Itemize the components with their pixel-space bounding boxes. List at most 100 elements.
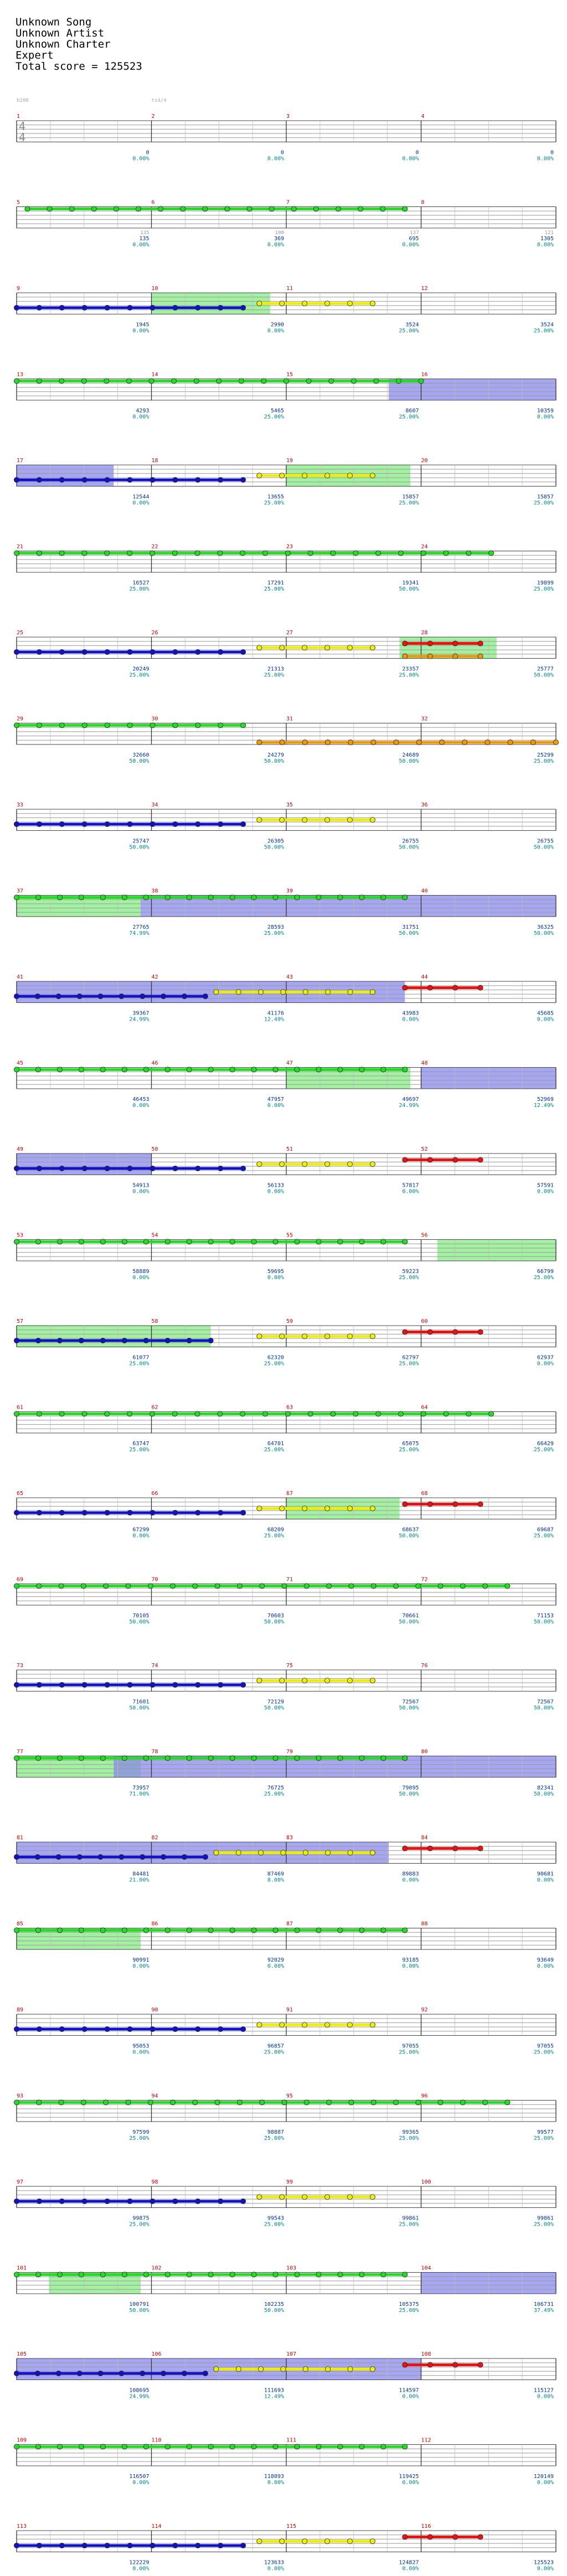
note-gem-blue [195, 1165, 201, 1171]
measure-score: 5465 [271, 408, 284, 414]
measure-number: 47 [286, 1061, 293, 1067]
measure-score: 15857 [537, 494, 554, 500]
note-gem-blue [164, 1337, 171, 1343]
note-gem-yellow [369, 1333, 375, 1339]
measure-percent: 25.00% [399, 500, 419, 506]
note-gem-green [398, 550, 404, 556]
note-gem-yellow [258, 1850, 264, 1856]
note-gem-yellow [256, 2538, 262, 2544]
measure-percent: 50.00% [129, 2308, 149, 2314]
note-gem-green [214, 1583, 220, 1589]
measure-percent: 25.00% [534, 2222, 554, 2228]
note-gem-green [337, 1239, 343, 1245]
measure-percent: 25.00% [534, 2050, 554, 2056]
note-gem-green [35, 1927, 41, 1933]
note-gem-green [104, 378, 110, 384]
note-gem-blue [172, 1165, 178, 1171]
note-gem-yellow [324, 1506, 331, 1512]
note-gem-red [477, 1157, 483, 1163]
note-gem-blue [13, 477, 19, 483]
measure-score: 25299 [537, 752, 554, 758]
note-gem-green [121, 894, 127, 901]
note-gem-blue [127, 2198, 133, 2204]
note-gem-yellow [302, 1333, 308, 1339]
measure-percent: 25.00% [264, 2222, 284, 2228]
note-gem-blue [150, 1165, 156, 1171]
measure-score: 125523 [534, 2560, 554, 2566]
measure-number: 61 [17, 1405, 23, 1411]
measure-percent: 0.00% [132, 500, 149, 506]
note-gem-yellow [279, 2022, 285, 2028]
note-gem-yellow [235, 989, 241, 995]
measure-percent: 0.00% [267, 2480, 284, 2486]
note-gem-green [59, 1411, 65, 1417]
note-gem-green [359, 1239, 365, 1245]
note-gem-green [488, 550, 494, 556]
note-gem-green [316, 1927, 322, 1933]
measure-number: 60 [421, 1318, 428, 1325]
note-gem-yellow [213, 989, 219, 995]
note-gem-green [316, 1067, 322, 1073]
note-gem-blue [59, 2542, 65, 2548]
measure-number: 34 [152, 802, 158, 808]
note-gem-green [380, 1755, 386, 1761]
note-gem-blue [218, 2542, 224, 2548]
note-gem-orange [302, 739, 308, 746]
note-gem-blue [161, 993, 167, 999]
note-gem-blue [76, 2370, 83, 2376]
note-count: 100 [275, 230, 284, 236]
note-gem-green [236, 2099, 243, 2106]
measure-number: 27 [286, 630, 293, 636]
note-gem-blue [127, 2542, 133, 2548]
note-gem-blue [13, 2198, 19, 2204]
note-gem-orange [402, 653, 408, 659]
note-gem-blue [195, 2026, 201, 2032]
measure-number: 7 [286, 200, 290, 206]
note-gem-green [13, 722, 19, 728]
note-gem-green [208, 1067, 214, 1073]
note-gem-orange [416, 739, 422, 746]
note-gem-orange [427, 653, 433, 659]
note-gem-green [13, 2099, 19, 2106]
note-gem-green [81, 1411, 87, 1417]
note-gem-green [80, 1583, 86, 1589]
measure-score: 62320 [267, 1355, 284, 1361]
note-gem-green [56, 1755, 63, 1761]
measure-percent: 25.00% [129, 2135, 149, 2142]
note-gem-yellow [302, 817, 308, 823]
note-gem-yellow [280, 989, 286, 995]
measure-percent: 25.00% [534, 2135, 554, 2142]
measure-percent: 21.00% [129, 1877, 149, 1884]
measure-number: 81 [17, 1835, 23, 1841]
measure-number: 107 [286, 2351, 296, 2357]
note-gem-green [353, 550, 359, 556]
note-gem-blue [150, 821, 156, 827]
measure-percent: 0.00% [267, 1963, 284, 1969]
note-gem-yellow [256, 2022, 262, 2028]
measure-score: 79095 [402, 1785, 419, 1791]
note-gem-green [58, 1583, 64, 1589]
measure-number: 74 [152, 1663, 158, 1669]
note-gem-red [427, 2534, 433, 2540]
note-gem-blue [34, 993, 40, 999]
note-gem-red [477, 2534, 483, 2540]
note-gem-yellow [369, 2022, 375, 2028]
measure-score: 100791 [129, 2301, 149, 2308]
time-signature-marker: ts4/4 [152, 98, 167, 104]
measure-number: 22 [152, 544, 158, 550]
note-gem-green [158, 206, 164, 212]
note-gem-green [13, 1411, 19, 1417]
measure-score: 41176 [267, 1011, 284, 1017]
measure-number: 6 [152, 200, 155, 206]
measure-score: 54913 [132, 1183, 149, 1189]
note-gem-red [452, 1157, 458, 1163]
measure-percent: 0.00% [537, 2480, 554, 2486]
note-gem-blue [127, 1682, 133, 1688]
note-gem-blue [59, 649, 65, 655]
note-gem-red [427, 985, 433, 991]
measure-percent: 25.00% [264, 1791, 284, 1797]
note-gem-blue [36, 649, 42, 655]
note-gem-green [171, 378, 177, 384]
measure-score: 45685 [537, 1011, 554, 1017]
note-gem-green [358, 206, 364, 212]
